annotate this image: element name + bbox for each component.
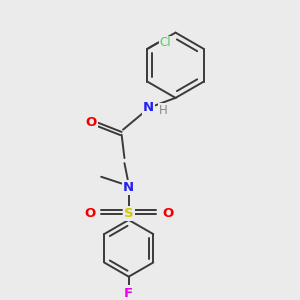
Text: H: H bbox=[159, 103, 168, 117]
Text: O: O bbox=[84, 207, 95, 220]
Text: Cl: Cl bbox=[160, 37, 171, 50]
Text: O: O bbox=[162, 207, 173, 220]
Text: F: F bbox=[124, 287, 133, 300]
Text: O: O bbox=[85, 116, 97, 129]
Text: S: S bbox=[124, 207, 134, 220]
Text: N: N bbox=[143, 101, 154, 114]
Text: N: N bbox=[123, 181, 134, 194]
